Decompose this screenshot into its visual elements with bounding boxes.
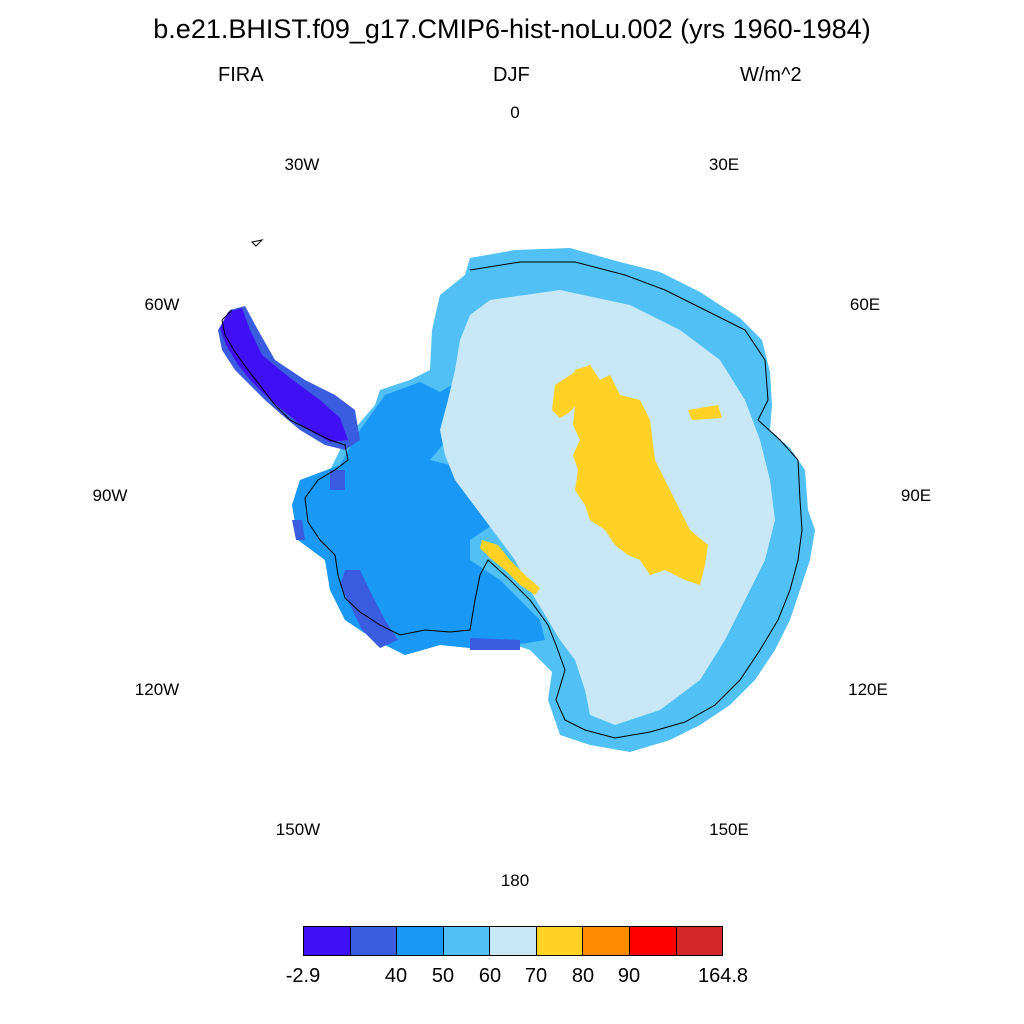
- ross-edge-low: [470, 638, 520, 650]
- west-coast-low: [292, 470, 398, 648]
- lon-label-60w: 60W: [144, 295, 180, 314]
- lon-label-90w: 90W: [92, 486, 128, 505]
- lon-label-0: 0: [510, 103, 520, 122]
- lon-label-180: 180: [500, 871, 530, 890]
- lon-label-150e: 150E: [709, 820, 749, 839]
- lon-label-150w: 150W: [275, 820, 321, 839]
- plateau-high-main: [570, 365, 708, 585]
- season-label: DJF: [493, 64, 530, 86]
- lon-label-90e: 90E: [900, 486, 932, 505]
- colorbar-swatch-2: [397, 927, 444, 955]
- coastline: [221, 261, 803, 739]
- colorbar: [303, 926, 723, 956]
- plot-title: b.e21.BHIST.f09_g17.CMIP6-hist-noLu.002 …: [153, 14, 871, 44]
- map-fill: [218, 248, 815, 752]
- colorbar-label-60: 60: [478, 965, 502, 987]
- colorbar-label-70: 70: [524, 965, 548, 987]
- peninsula-min: [220, 308, 348, 442]
- variable-label: FIRA: [218, 64, 264, 86]
- plateau-high-patch3: [480, 540, 540, 595]
- colorbar-label-80: 80: [571, 965, 595, 987]
- colorbar-swatch-8: [676, 927, 723, 955]
- colorbar-label-max: 164.8: [697, 965, 749, 987]
- colorbar-label-min: -2.9: [285, 965, 321, 987]
- lon-label-30e: 30E: [708, 155, 740, 174]
- colorbar-swatch-1: [350, 927, 398, 955]
- colorbar-label-90: 90: [617, 965, 641, 987]
- colorbar-swatch-3: [443, 927, 491, 955]
- colorbar-swatch-6: [583, 927, 630, 955]
- units-label: W/m^2: [740, 64, 802, 86]
- lon-label-120w: 120W: [134, 680, 180, 699]
- colorbar-swatch-5: [536, 927, 584, 955]
- colorbar-swatch-7: [629, 927, 677, 955]
- colorbar-swatch-0: [304, 927, 351, 955]
- lon-label-60e: 60E: [849, 295, 881, 314]
- colorbar-label-50: 50: [431, 965, 455, 987]
- plateau-high-patch1: [552, 372, 585, 418]
- plateau-high-patch2: [688, 405, 722, 420]
- colorbar-swatch-4: [490, 927, 537, 955]
- colorbar-label-40: 40: [384, 965, 408, 987]
- lon-label-120e: 120E: [848, 680, 888, 699]
- peninsula-tip-island: [250, 239, 264, 247]
- lon-label-30w: 30W: [284, 155, 320, 174]
